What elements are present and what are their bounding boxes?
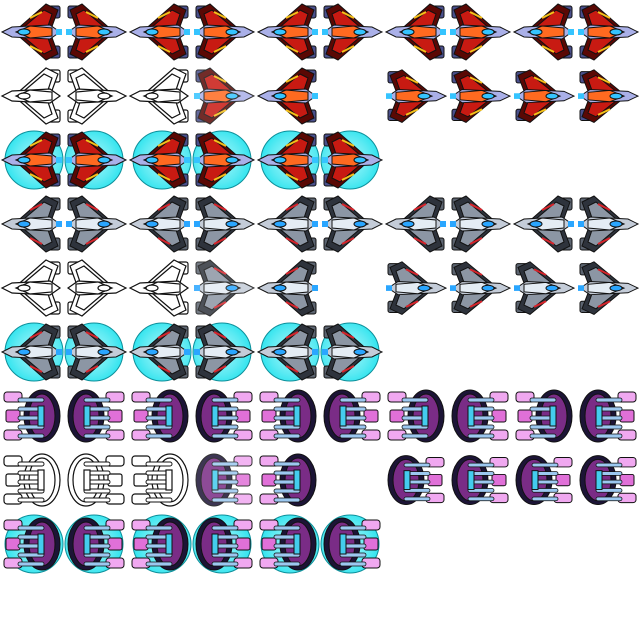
purple-pod-sprite-outline-frame-0	[0, 448, 64, 512]
red-fighter-sprite-outline-frame-4	[256, 64, 320, 128]
silver-fighter-sprite-outline-frame-8	[512, 256, 576, 320]
silver-fighter-sprite-normal-frame-6	[384, 192, 448, 256]
purple-pod-sprite-normal-frame-3	[192, 384, 256, 448]
purple-pod-sprite-shield-frame-5	[320, 512, 384, 576]
purple-pod-sprite-shield-frame-2	[128, 512, 192, 576]
silver-fighter-sprite-outline-frame-3	[192, 256, 256, 320]
purple-pod-sprite-normal-frame-6	[384, 384, 448, 448]
red-fighter-sprite-outline-frame-8	[512, 64, 576, 128]
red-fighter-sprite-shield-frame-0	[0, 128, 64, 192]
purple-pod-sprite-normal-frame-4	[256, 384, 320, 448]
red-fighter-sprite-normal-frame-7	[448, 0, 512, 64]
red-fighter-sprite-shield-frame-2	[128, 128, 192, 192]
silver-fighter-sprite-outline-frame-2	[128, 256, 192, 320]
red-fighter-sprite-normal-frame-6	[384, 0, 448, 64]
red-fighter-sprite-outline-frame-1	[64, 64, 128, 128]
silver-fighter-sprite-normal-frame-0	[0, 192, 64, 256]
purple-pod-sprite-outline-frame-3	[192, 448, 256, 512]
red-fighter-sprite-shield-frame-5	[320, 128, 384, 192]
purple-pod-sprite-shield-frame-3	[192, 512, 256, 576]
silver-fighter-sprite-shield-frame-0	[0, 320, 64, 384]
purple-pod-sprite-outline-frame-1	[64, 448, 128, 512]
red-fighter-sprite-normal-frame-0	[0, 0, 64, 64]
purple-pod-sprite-outline-frame-2	[128, 448, 192, 512]
purple-pod-sprite-shield-frame-4	[256, 512, 320, 576]
silver-fighter-sprite-shield-frame-1	[64, 320, 128, 384]
silver-fighter-sprite-normal-frame-9	[576, 192, 640, 256]
purple-pod-sprite-shield-frame-1	[64, 512, 128, 576]
silver-fighter-sprite-normal-frame-4	[256, 192, 320, 256]
purple-pod-sprite-normal-frame-2	[128, 384, 192, 448]
red-fighter-sprite-normal-frame-4	[256, 0, 320, 64]
purple-pod-sprite-outline-frame-7	[448, 448, 512, 512]
purple-pod-sprite-shield-frame-0	[0, 512, 64, 576]
silver-fighter-sprite-normal-frame-1	[64, 192, 128, 256]
silver-fighter-sprite-shield-frame-3	[192, 320, 256, 384]
red-fighter-sprite-shield-frame-3	[192, 128, 256, 192]
purple-pod-sprite-outline-frame-6	[384, 448, 448, 512]
silver-fighter-sprite-outline-frame-9	[576, 256, 640, 320]
purple-pod-sprite-normal-frame-5	[320, 384, 384, 448]
silver-fighter-sprite-normal-frame-8	[512, 192, 576, 256]
red-fighter-sprite-outline-frame-7	[448, 64, 512, 128]
silver-fighter-sprite-normal-frame-3	[192, 192, 256, 256]
red-fighter-sprite-outline-frame-3	[192, 64, 256, 128]
purple-pod-sprite-normal-frame-0	[0, 384, 64, 448]
red-fighter-sprite-normal-frame-9	[576, 0, 640, 64]
silver-fighter-sprite-shield-frame-5	[320, 320, 384, 384]
silver-fighter-sprite-normal-frame-2	[128, 192, 192, 256]
silver-fighter-sprite-outline-frame-6	[384, 256, 448, 320]
silver-fighter-sprite-outline-frame-4	[256, 256, 320, 320]
red-fighter-sprite-normal-frame-3	[192, 0, 256, 64]
red-fighter-sprite-shield-frame-4	[256, 128, 320, 192]
red-fighter-sprite-normal-frame-8	[512, 0, 576, 64]
red-fighter-sprite-shield-frame-1	[64, 128, 128, 192]
purple-pod-sprite-normal-frame-7	[448, 384, 512, 448]
red-fighter-sprite-outline-frame-6	[384, 64, 448, 128]
red-fighter-sprite-normal-frame-1	[64, 0, 128, 64]
purple-pod-sprite-normal-frame-1	[64, 384, 128, 448]
purple-pod-sprite-outline-frame-9	[576, 448, 640, 512]
silver-fighter-sprite-shield-frame-4	[256, 320, 320, 384]
red-fighter-sprite-normal-frame-2	[128, 0, 192, 64]
purple-pod-sprite-normal-frame-8	[512, 384, 576, 448]
red-fighter-sprite-normal-frame-5	[320, 0, 384, 64]
red-fighter-sprite-outline-frame-0	[0, 64, 64, 128]
silver-fighter-sprite-outline-frame-1	[64, 256, 128, 320]
silver-fighter-sprite-outline-frame-7	[448, 256, 512, 320]
purple-pod-sprite-normal-frame-9	[576, 384, 640, 448]
silver-fighter-sprite-outline-frame-0	[0, 256, 64, 320]
purple-pod-sprite-outline-frame-8	[512, 448, 576, 512]
silver-fighter-sprite-normal-frame-5	[320, 192, 384, 256]
red-fighter-sprite-outline-frame-2	[128, 64, 192, 128]
purple-pod-sprite-outline-frame-4	[256, 448, 320, 512]
silver-fighter-sprite-shield-frame-2	[128, 320, 192, 384]
red-fighter-sprite-outline-frame-9	[576, 64, 640, 128]
silver-fighter-sprite-normal-frame-7	[448, 192, 512, 256]
